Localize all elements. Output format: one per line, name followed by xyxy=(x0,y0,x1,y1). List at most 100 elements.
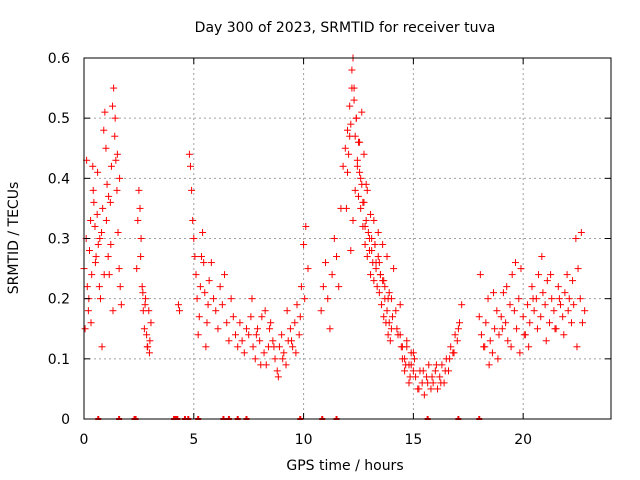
y-tick-label: 0.4 xyxy=(48,171,70,187)
data-point xyxy=(238,337,246,345)
data-point xyxy=(234,343,242,351)
data-point xyxy=(176,307,184,315)
data-point xyxy=(546,319,554,327)
data-point xyxy=(345,150,353,158)
data-point xyxy=(109,102,117,110)
data-point xyxy=(367,210,375,218)
data-point xyxy=(200,259,208,267)
data-point xyxy=(258,313,266,321)
data-point xyxy=(560,331,568,339)
data-point xyxy=(90,198,98,206)
data-point xyxy=(202,343,210,351)
data-point xyxy=(344,168,351,176)
data-point xyxy=(346,102,354,110)
data-point xyxy=(490,289,498,297)
data-point xyxy=(458,301,466,309)
data-point xyxy=(256,337,264,345)
data-point xyxy=(113,150,121,158)
data-point xyxy=(174,301,182,309)
data-point xyxy=(363,186,371,194)
data-point xyxy=(278,331,286,339)
data-point xyxy=(135,186,143,194)
data-point xyxy=(193,295,201,303)
data-point xyxy=(104,253,112,261)
data-point xyxy=(491,325,499,333)
data-point xyxy=(137,253,145,261)
data-point xyxy=(116,174,124,182)
data-point xyxy=(390,265,398,273)
axis-ticks: 0 0.1 0.2 0.3 0.4 0.5 0.6 0 5 10 15 20 xyxy=(48,51,611,448)
data-point xyxy=(372,265,380,273)
data-point xyxy=(98,228,106,236)
data-point xyxy=(563,271,571,279)
data-point xyxy=(87,319,95,327)
data-point xyxy=(324,295,332,303)
data-point xyxy=(384,295,392,303)
data-point xyxy=(274,373,282,381)
data-point xyxy=(441,367,449,375)
data-point xyxy=(227,295,235,303)
data-point xyxy=(504,337,512,345)
data-point xyxy=(335,283,343,291)
data-point xyxy=(420,391,428,399)
data-point xyxy=(134,216,142,224)
data-point xyxy=(267,319,275,327)
data-point xyxy=(367,271,375,279)
data-point xyxy=(515,295,523,303)
data-point xyxy=(406,373,414,381)
data-point xyxy=(207,259,215,267)
data-point xyxy=(403,337,411,345)
data-point xyxy=(186,162,194,170)
data-point xyxy=(359,222,367,230)
data-point xyxy=(353,156,361,164)
y-tick-label: 0.6 xyxy=(48,51,70,67)
data-point xyxy=(397,343,405,351)
data-point xyxy=(261,307,269,315)
data-point xyxy=(109,307,117,315)
x-tick-label: 20 xyxy=(514,432,532,448)
data-point xyxy=(139,289,147,297)
data-point xyxy=(380,277,388,285)
data-point xyxy=(396,301,404,309)
data-point xyxy=(288,337,296,345)
data-point xyxy=(581,307,589,315)
data-point xyxy=(201,289,209,297)
data-point xyxy=(92,253,100,261)
data-point xyxy=(87,216,95,224)
data-point xyxy=(450,349,458,357)
data-point xyxy=(111,114,119,122)
data-point xyxy=(88,271,96,279)
data-point xyxy=(526,319,534,327)
data-point xyxy=(348,84,356,92)
data-point xyxy=(270,343,278,351)
data-point xyxy=(561,289,569,297)
data-point xyxy=(232,331,240,339)
data-point xyxy=(535,271,543,279)
data-point xyxy=(286,325,294,333)
data-point xyxy=(218,301,226,309)
data-point xyxy=(565,295,573,303)
data-point xyxy=(486,337,494,345)
data-point xyxy=(242,325,250,333)
data-point xyxy=(511,259,519,267)
grid-lines xyxy=(84,58,611,419)
data-point xyxy=(533,325,541,333)
data-point xyxy=(322,259,330,267)
data-point xyxy=(147,319,155,327)
data-point xyxy=(503,283,511,291)
data-point xyxy=(529,295,537,303)
data-point xyxy=(436,373,444,381)
data-point xyxy=(223,319,231,327)
data-point xyxy=(357,174,365,182)
data-point xyxy=(357,204,365,212)
data-point xyxy=(373,283,381,291)
data-point xyxy=(386,337,394,345)
data-point xyxy=(253,325,261,333)
data-point xyxy=(361,241,369,249)
data-points xyxy=(80,54,589,420)
data-point xyxy=(112,156,120,164)
data-point xyxy=(476,271,484,279)
data-point xyxy=(510,307,518,315)
data-point xyxy=(550,307,558,315)
data-point xyxy=(330,235,338,242)
